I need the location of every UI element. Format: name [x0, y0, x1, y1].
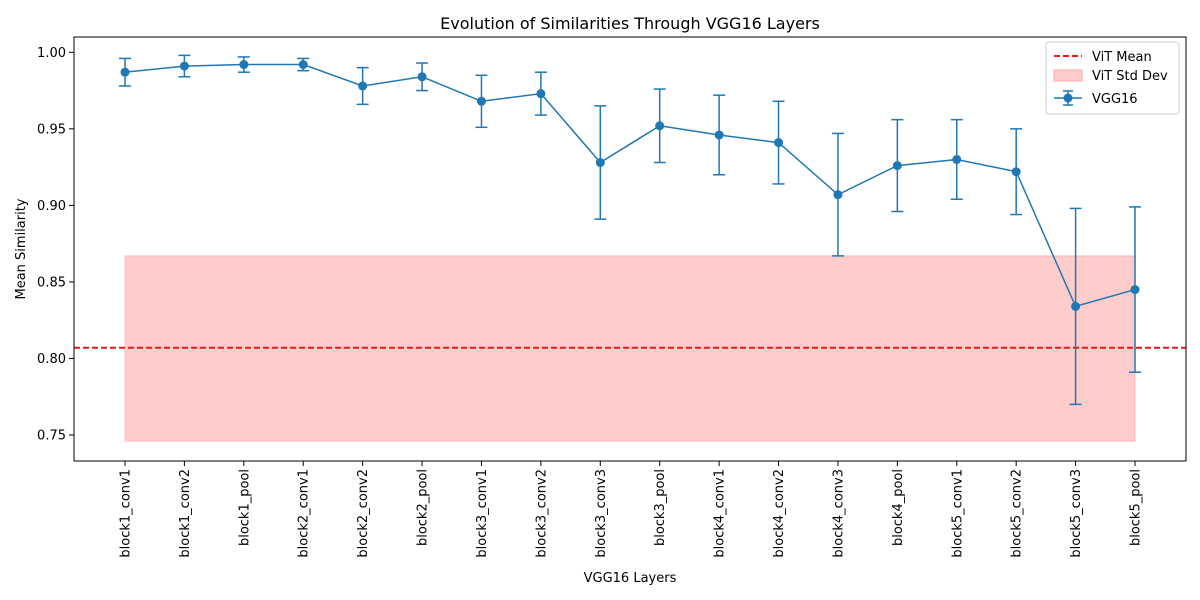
y-axis-label: Mean Similarity — [14, 198, 29, 299]
legend-vgg16-label: VGG16 — [1092, 92, 1138, 107]
y-tick-label: 0.75 — [37, 428, 66, 443]
x-tick-label: block5_pool — [1129, 469, 1144, 546]
legend-frame — [1045, 41, 1180, 115]
x-tick-label: block3_conv3 — [594, 469, 609, 558]
y-tick-label: 1.00 — [37, 46, 66, 61]
chart-title: Evolution of Similarities Through VGG16 … — [440, 14, 820, 33]
x-tick-label: block1_pool — [237, 469, 252, 546]
y-tick-label: 0.95 — [37, 122, 66, 137]
y-tick-label: 0.90 — [37, 199, 66, 214]
x-tick-label: block3_pool — [653, 469, 668, 546]
y-axis: 0.75 0.80 0.85 0.90 0.95 1.00 — [37, 46, 74, 443]
vgg16-point — [298, 60, 308, 70]
series-layer — [119, 54, 1141, 406]
vgg16-point — [774, 138, 784, 148]
vgg16-point — [536, 89, 546, 99]
legend-vit-std-label: ViT Std Dev — [1092, 69, 1168, 84]
vgg16-point — [417, 72, 427, 82]
y-tick-label: 0.85 — [37, 275, 66, 290]
vgg16-point — [358, 81, 368, 91]
vgg16-point — [892, 161, 902, 171]
legend-vgg16-swatch-marker — [1063, 93, 1073, 103]
x-tick-label: block5_conv3 — [1069, 469, 1084, 558]
x-tick-label: block1_conv2 — [178, 469, 193, 558]
x-tick-label: block1_conv1 — [119, 469, 134, 558]
x-tick-label: block3_conv1 — [475, 469, 490, 558]
vgg16-point — [655, 121, 665, 131]
vgg16-point — [1071, 301, 1081, 311]
vgg16-point — [179, 61, 189, 71]
x-axis-label: VGG16 Layers — [584, 571, 677, 586]
x-axis: block1_conv1 block1_conv2 block1_pool block… — [119, 461, 1144, 558]
vgg16-point — [1011, 167, 1021, 177]
y-tick-label: 0.80 — [37, 352, 66, 367]
vgg16-point — [714, 130, 724, 140]
x-tick-label: block5_conv2 — [1010, 469, 1025, 558]
legend-vit-mean-label: ViT Mean — [1092, 50, 1152, 65]
vgg16-point — [120, 67, 130, 77]
x-tick-label: block4_pool — [891, 469, 906, 546]
plot-frame — [73, 36, 1187, 462]
vgg16-point — [595, 158, 605, 168]
vgg16-point — [1130, 285, 1140, 295]
x-tick-label: block4_conv3 — [831, 469, 846, 558]
x-tick-label: block4_conv1 — [713, 469, 728, 558]
vgg16-series-line — [124, 63, 1136, 308]
legend: ViT Mean ViT Std Dev VGG16 — [1045, 41, 1180, 115]
vgg16-point — [952, 154, 962, 164]
vgg16-point — [833, 190, 843, 200]
x-tick-label: block5_conv1 — [950, 469, 965, 558]
x-tick-label: block2_conv2 — [356, 469, 371, 558]
x-tick-label: block2_conv1 — [297, 469, 312, 558]
vgg16-point — [239, 60, 249, 70]
legend-vit-std-swatch — [1053, 69, 1083, 82]
x-tick-label: block3_conv2 — [534, 469, 549, 558]
x-tick-label: block2_pool — [416, 469, 431, 546]
vgg16-point — [476, 96, 486, 106]
x-tick-label: block4_conv2 — [772, 469, 787, 558]
